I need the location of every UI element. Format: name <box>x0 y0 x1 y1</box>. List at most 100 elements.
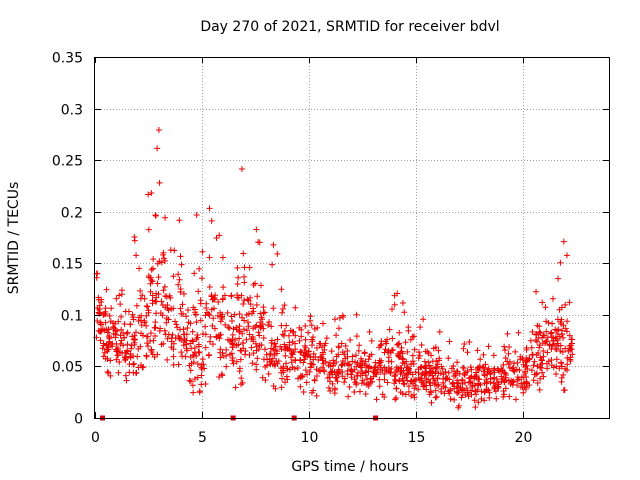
data-point <box>352 352 359 359</box>
data-point <box>453 380 460 387</box>
data-point <box>143 302 150 309</box>
data-point <box>301 347 308 354</box>
data-point <box>143 322 150 329</box>
data-point <box>311 376 318 383</box>
data-point <box>175 361 182 368</box>
data-point <box>319 344 326 351</box>
data-point <box>553 370 560 377</box>
data-point <box>198 275 205 282</box>
data-point <box>104 368 111 375</box>
data-point <box>168 344 175 351</box>
data-point <box>250 305 257 312</box>
data-point <box>107 318 114 325</box>
data-point <box>353 372 360 379</box>
data-point <box>336 314 343 321</box>
data-point <box>265 371 272 378</box>
data-point <box>540 353 547 360</box>
data-point <box>183 313 190 320</box>
data-point <box>417 324 424 331</box>
data-point <box>238 165 245 172</box>
data-point <box>432 387 439 394</box>
data-point <box>144 343 151 350</box>
data-point <box>284 376 291 383</box>
data-point <box>544 365 551 372</box>
data-point <box>399 377 406 384</box>
data-point <box>161 257 168 264</box>
data-point <box>375 360 382 367</box>
data-point <box>173 321 180 328</box>
y-tick-label: 0.2 <box>61 206 83 222</box>
y-tick-label: 0.3 <box>61 103 83 119</box>
data-point <box>194 331 201 338</box>
data-point <box>395 341 402 348</box>
data-point <box>315 356 322 363</box>
data-point <box>109 343 116 350</box>
data-point <box>493 395 500 402</box>
data-point <box>560 322 567 329</box>
data-point <box>241 264 248 271</box>
data-point <box>353 363 360 370</box>
data-point <box>405 324 412 331</box>
data-point <box>401 309 408 316</box>
data-point <box>177 305 184 312</box>
data-point <box>442 369 449 376</box>
data-point <box>198 372 205 379</box>
data-point <box>486 389 493 396</box>
data-point <box>253 361 260 368</box>
data-point <box>297 349 304 356</box>
data-point <box>405 388 412 395</box>
data-point <box>211 325 218 332</box>
data-point <box>452 372 459 379</box>
data-point <box>219 372 226 379</box>
data-point <box>492 388 499 395</box>
data-point <box>391 301 398 308</box>
data-point <box>174 324 181 331</box>
data-point <box>94 318 101 325</box>
data-point <box>518 380 525 387</box>
data-point <box>317 340 324 347</box>
data-point <box>393 395 400 402</box>
data-point <box>464 349 471 356</box>
data-point <box>190 352 197 359</box>
data-point <box>175 281 182 288</box>
data-point <box>327 388 334 395</box>
data-point <box>302 323 309 330</box>
data-point <box>158 298 165 305</box>
data-point <box>122 356 129 363</box>
data-point <box>108 305 115 312</box>
data-point <box>219 349 226 356</box>
data-point <box>425 359 432 366</box>
data-point <box>553 335 560 342</box>
data-point <box>192 311 199 318</box>
data-point <box>136 265 143 272</box>
data-point <box>205 311 212 318</box>
data-point <box>366 328 373 335</box>
data-point <box>159 301 166 308</box>
data-point <box>115 369 122 376</box>
data-point <box>106 339 113 346</box>
data-point <box>566 299 573 306</box>
data-point <box>308 322 315 329</box>
data-point <box>98 321 105 328</box>
data-point <box>505 377 512 384</box>
data-point <box>381 349 388 356</box>
data-point <box>152 324 159 331</box>
data-point <box>261 346 268 353</box>
data-point <box>368 337 375 344</box>
data-point <box>261 309 268 316</box>
data-point <box>361 349 368 356</box>
data-point <box>96 302 103 309</box>
data-point <box>462 379 469 386</box>
data-point <box>236 323 243 330</box>
data-point <box>300 389 307 396</box>
data-point <box>100 340 107 347</box>
data-point <box>249 310 256 317</box>
data-point <box>415 355 422 362</box>
data-point <box>292 356 299 363</box>
data-point <box>274 250 281 257</box>
data-point <box>116 292 123 299</box>
data-point <box>397 370 404 377</box>
data-point <box>461 370 468 377</box>
data-point <box>297 348 304 355</box>
data-point <box>279 331 286 338</box>
